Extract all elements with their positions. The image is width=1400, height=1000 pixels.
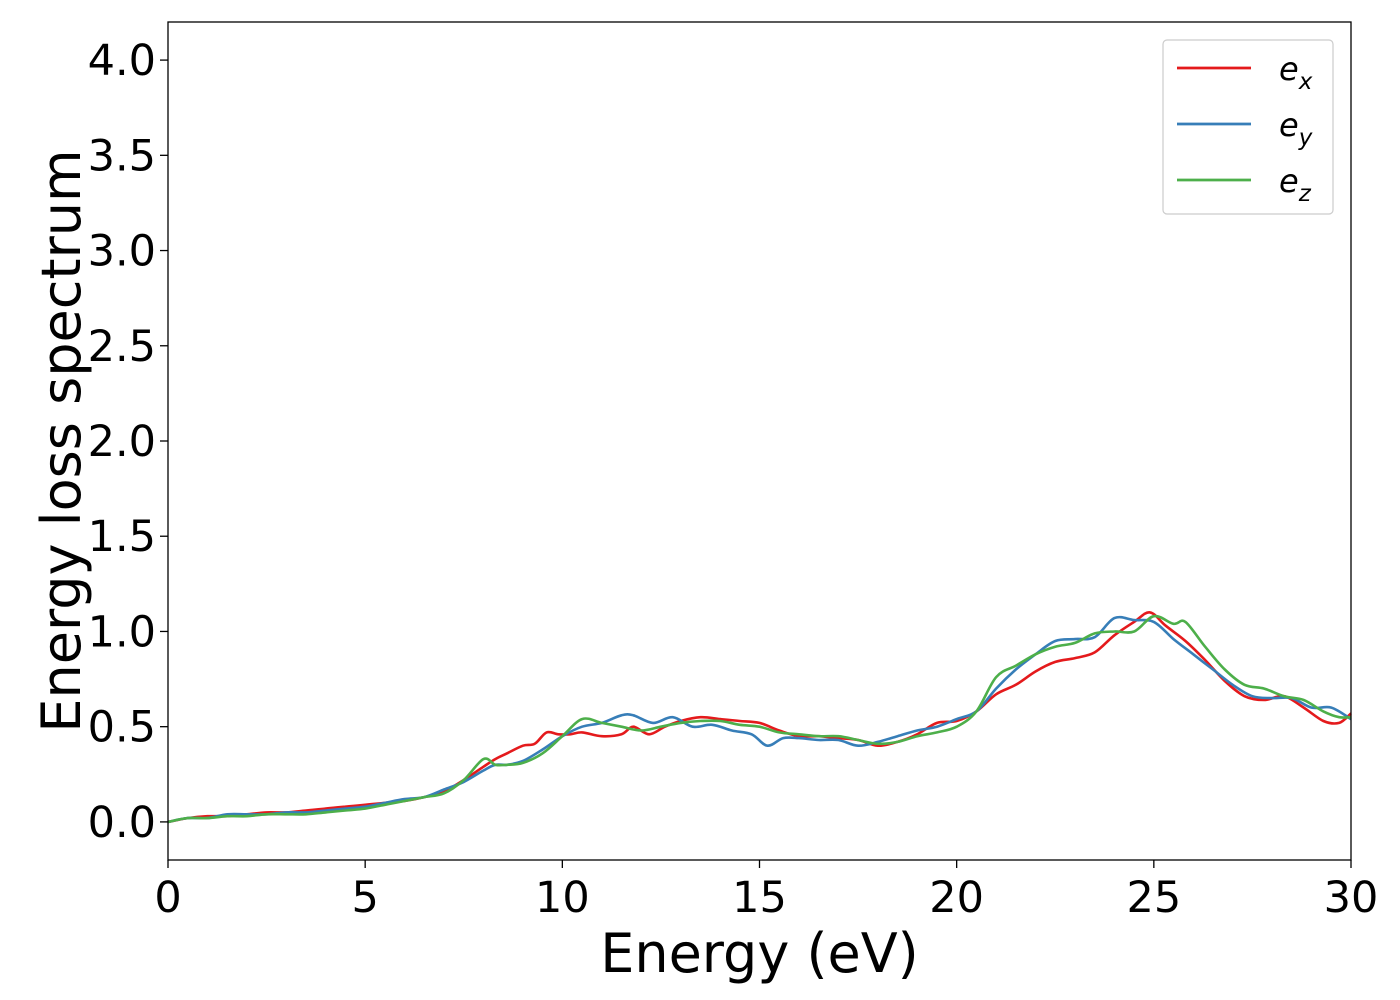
legend-label-z: ez bbox=[1279, 162, 1312, 207]
y-tick-label: 2.0 bbox=[88, 417, 156, 467]
series-line-x bbox=[167, 611, 1352, 824]
y-tick-label: 2.5 bbox=[88, 322, 156, 372]
legend-label-base: e bbox=[1279, 50, 1299, 88]
y-axis-title: Energy loss spectrum bbox=[30, 149, 93, 732]
legend-label-subscript: z bbox=[1298, 181, 1312, 207]
legend-label-base: e bbox=[1279, 162, 1299, 200]
legend-label-subscript: x bbox=[1298, 69, 1313, 95]
x-tick-label: 15 bbox=[732, 873, 787, 923]
x-tick-label: 30 bbox=[1324, 873, 1379, 923]
y-tick-label: 3.0 bbox=[88, 227, 156, 277]
legend-label-subscript: y bbox=[1298, 125, 1313, 151]
series-line-y bbox=[167, 615, 1352, 824]
legend-label-y: ey bbox=[1279, 106, 1313, 151]
x-tick-label: 10 bbox=[535, 873, 590, 923]
y-axis: 0.0 0.5 1.0 1.5 2.0 2.5 3.0 3.5 4.0 bbox=[88, 36, 168, 848]
legend-label-base: e bbox=[1279, 106, 1299, 144]
x-tick-label: 20 bbox=[929, 873, 984, 923]
y-tick-label: 0.5 bbox=[88, 703, 156, 753]
x-tick-label: 25 bbox=[1126, 873, 1181, 923]
x-tick-label: 5 bbox=[351, 873, 378, 923]
series-line-z bbox=[167, 614, 1352, 824]
x-axis: 0 5 10 15 20 25 30 bbox=[154, 860, 1378, 923]
x-tick-label: 0 bbox=[154, 873, 181, 923]
y-tick-label: 0.0 bbox=[88, 798, 156, 848]
y-tick-label: 1.0 bbox=[88, 607, 156, 657]
y-tick-label: 4.0 bbox=[88, 36, 156, 86]
y-tick-label: 1.5 bbox=[88, 512, 156, 562]
series-layer bbox=[167, 611, 1352, 824]
legend-label-x: ex bbox=[1279, 50, 1313, 95]
legend-box bbox=[1162, 39, 1334, 215]
x-axis-title: Energy (eV) bbox=[600, 922, 919, 985]
y-tick-label: 3.5 bbox=[88, 131, 156, 181]
